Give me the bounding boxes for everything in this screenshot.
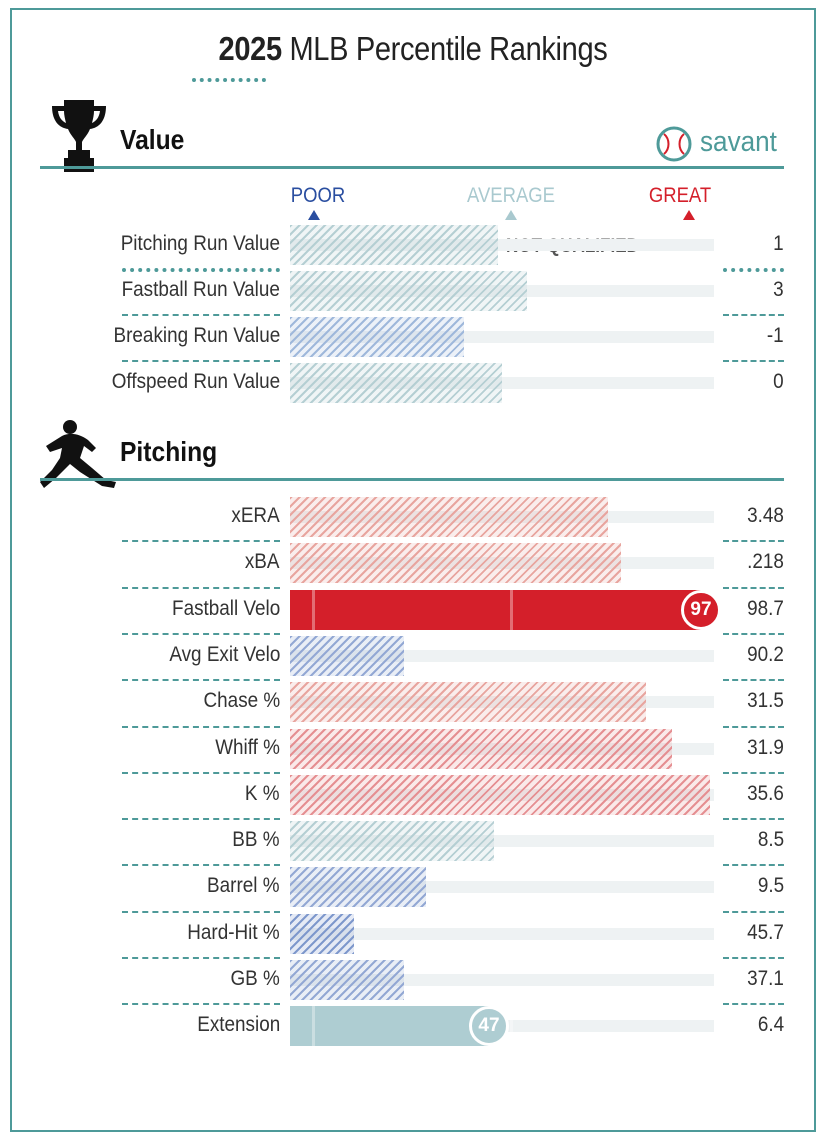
row-separator (723, 910, 784, 913)
bar-tick (510, 589, 513, 630)
percentile-badge: 97 (681, 589, 721, 630)
scale-poor-arrow (308, 210, 320, 220)
metric-value: 35.6 (747, 781, 784, 805)
percentile-bar (290, 225, 498, 265)
percentile-bar (290, 960, 404, 1000)
bar-tick (312, 589, 315, 630)
metric-value: 31.9 (747, 735, 784, 759)
row-separator (122, 679, 280, 682)
metric-value: 3 (773, 278, 784, 301)
percentile-badge: 47 (469, 1006, 509, 1047)
percentile-bar (290, 774, 710, 815)
metric-label: Offspeed Run Value (111, 370, 280, 393)
bar-tick (510, 1006, 513, 1047)
pitching-section-title: Pitching (120, 436, 218, 467)
metric-label: Hard-Hit % (187, 920, 280, 944)
row-separator (122, 632, 280, 635)
scale-great-label: GREAT (648, 184, 712, 207)
row-separator (723, 268, 784, 272)
row-separator (723, 632, 784, 635)
row-separator (122, 586, 280, 589)
percentile-bar (290, 271, 527, 311)
bar-track (290, 927, 714, 940)
row-separator (122, 910, 280, 913)
row-separator (723, 586, 784, 589)
scale-great-arrow (683, 210, 695, 220)
row-separator (122, 1003, 280, 1006)
metric-label: Breaking Run Value (113, 324, 280, 347)
metric-value: 0 (773, 370, 784, 393)
metric-label: Fastball Velo (171, 596, 280, 620)
row-separator (723, 771, 784, 774)
percentile-bar (290, 497, 608, 537)
row-separator (723, 540, 784, 543)
row-separator (723, 1003, 784, 1006)
metric-label: Whiff % (215, 735, 280, 759)
scale-average-arrow (505, 210, 517, 220)
metric-label: GB % (230, 967, 280, 990)
percentile-bar (290, 589, 701, 630)
scale-poor-label: POOR (290, 184, 346, 207)
row-separator (122, 957, 280, 959)
metric-value: 31.5 (747, 689, 784, 713)
savant-baseball-icon (656, 126, 692, 162)
row-separator (723, 864, 784, 867)
metric-value: 98.7 (747, 596, 784, 620)
row-separator (122, 268, 280, 272)
percentile-bar (290, 635, 404, 676)
metric-value: 45.7 (747, 920, 784, 944)
page-title: 2025 MLB Percentile Rankings (218, 30, 608, 67)
metric-label: Extension (196, 1013, 280, 1037)
row-separator (723, 725, 784, 728)
pitching-section-rule (40, 478, 784, 481)
row-separator (723, 314, 784, 316)
percentile-bar (290, 317, 464, 357)
row-separator (122, 771, 280, 774)
value-section-rule (40, 166, 784, 169)
value-section-title: Value (120, 124, 185, 155)
savant-brand[interactable]: savant (700, 126, 777, 158)
scale-average-label: AVERAGE (467, 184, 555, 207)
row-separator (723, 360, 784, 362)
percentile-bar (290, 682, 646, 723)
metric-value: 6.4 (757, 1013, 784, 1037)
row-separator (122, 540, 280, 543)
metric-value: 37.1 (747, 967, 784, 990)
metric-value: 90.2 (747, 642, 784, 666)
metric-value: 3.48 (747, 504, 784, 527)
metric-label: Chase % (203, 689, 280, 713)
metric-value: 8.5 (757, 828, 784, 852)
row-separator (723, 957, 784, 959)
metric-value: 9.5 (757, 874, 784, 898)
row-separator (723, 818, 784, 821)
row-separator (122, 725, 280, 728)
metric-label: Avg Exit Velo (168, 642, 280, 666)
percentile-bar (290, 913, 354, 954)
metric-label: xERA (231, 504, 280, 527)
metric-label: Barrel % (207, 874, 280, 898)
metric-value: .218 (747, 550, 784, 574)
row-separator (122, 360, 280, 362)
percentile-bar (290, 363, 502, 403)
metric-label: BB % (232, 828, 280, 852)
percentile-bar (290, 867, 426, 908)
percentile-bar (290, 543, 621, 584)
metric-label: xBA (245, 550, 280, 574)
bar-tick (312, 1006, 315, 1047)
row-separator (122, 314, 280, 316)
row-separator (122, 818, 280, 821)
percentile-bar (290, 728, 672, 769)
row-separator (723, 679, 784, 682)
metric-value: 1 (773, 232, 784, 255)
trophy-icon (52, 100, 106, 172)
metric-label: K % (245, 781, 280, 805)
metric-label: Pitching Run Value (120, 232, 280, 255)
metric-value: -1 (767, 324, 784, 347)
pitcher-icon (40, 420, 116, 488)
row-separator (122, 864, 280, 867)
percentile-bar (290, 821, 494, 862)
title-underline (192, 78, 266, 82)
metric-label: Fastball Run Value (121, 278, 280, 301)
percentile-bar (290, 1006, 513, 1047)
